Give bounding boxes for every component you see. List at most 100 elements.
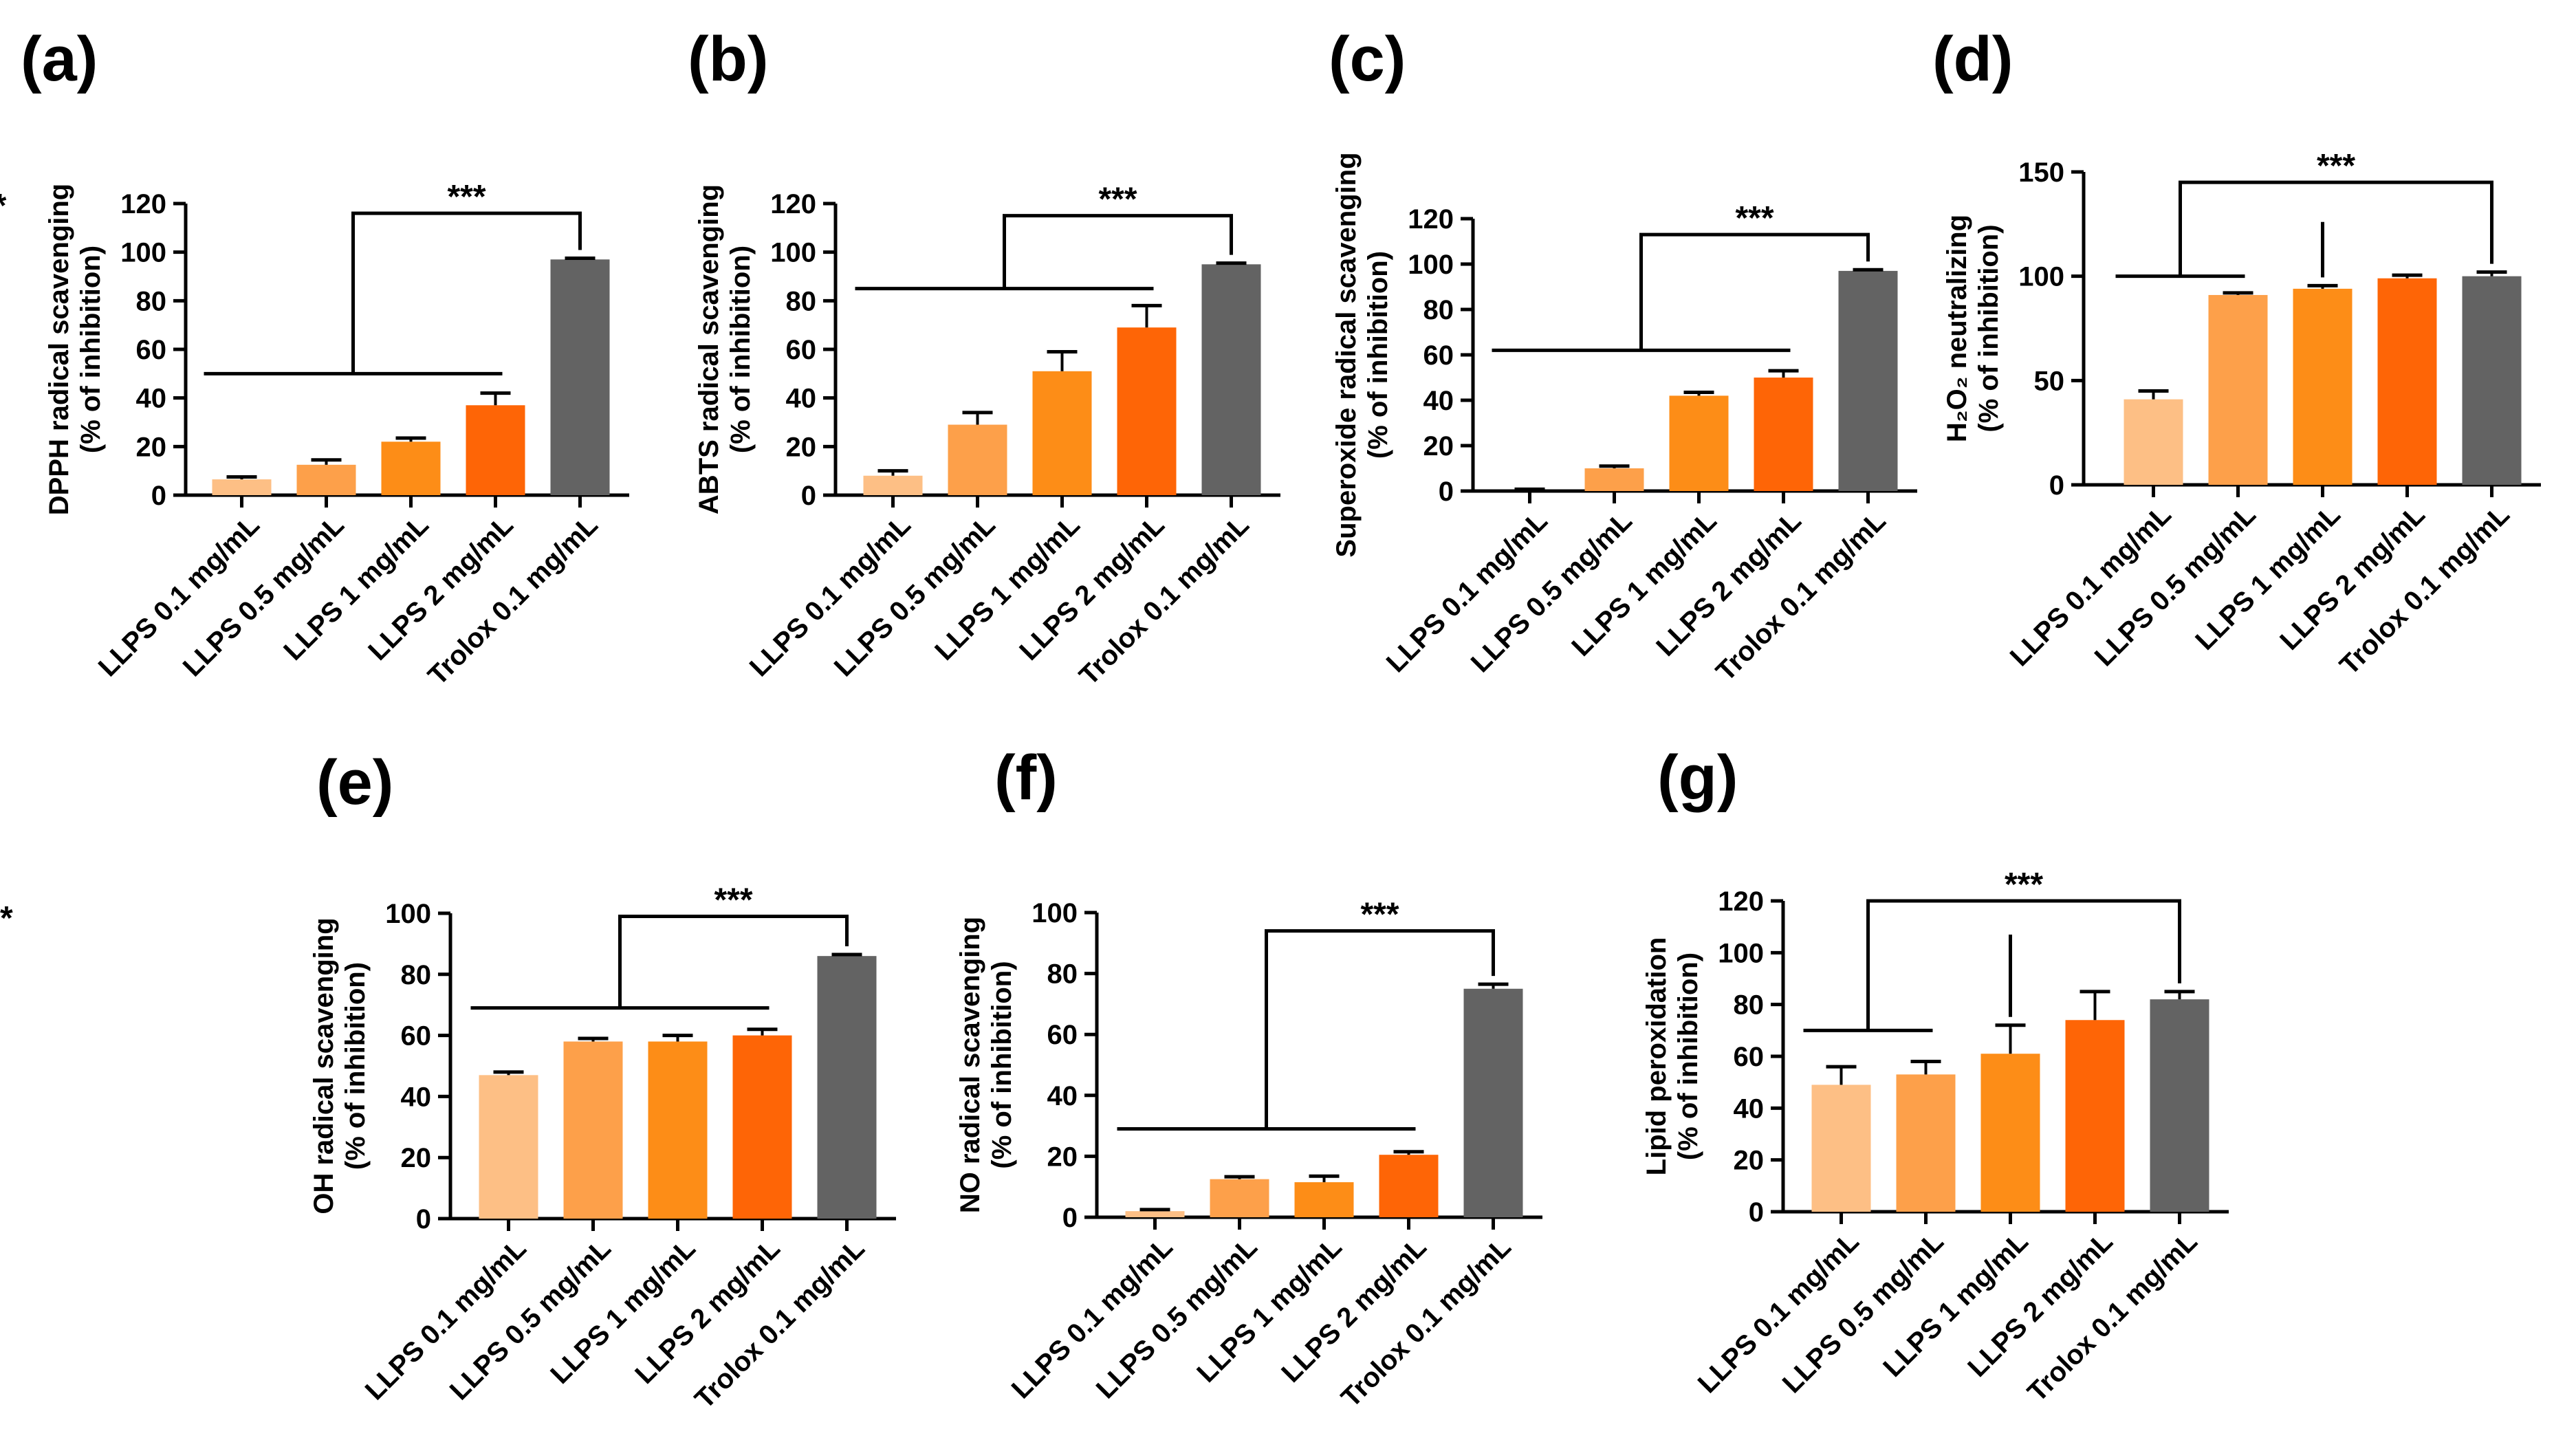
bar-e-3 (732, 1035, 792, 1219)
bar-e-2 (648, 1041, 708, 1219)
y-tick-label-g-2: 40 (1734, 1093, 1765, 1124)
y-tick-label-c-5: 100 (1408, 250, 1454, 280)
y-tick-label-e-1: 20 (401, 1143, 432, 1173)
y-axis-title-line2-e: (% of inhibition) (340, 962, 371, 1170)
y-tick-label-g-6: 120 (1718, 886, 1764, 917)
bar-d-2 (2293, 288, 2353, 485)
category-label-e-3: LLPS 2 mg/mL (629, 1233, 786, 1390)
y-tick-label-f-4: 80 (1047, 959, 1078, 990)
y-tick-label-b-1: 20 (786, 432, 817, 462)
y-tick-label-e-5: 100 (385, 899, 431, 929)
bar-d-3 (2377, 278, 2437, 485)
y-tick-label-e-0: 0 (416, 1204, 431, 1234)
category-label-d-1: LLPS 0.5 mg/mL (2089, 499, 2262, 672)
bar-b-4 (1201, 264, 1261, 495)
y-tick-label-e-3: 60 (401, 1021, 432, 1052)
panel-label-b: (b) (688, 24, 769, 94)
category-label-f-3: LLPS 2 mg/mL (1276, 1232, 1432, 1388)
y-axis-title-line1-c: Superoxide radical scavenging (1331, 152, 1362, 557)
category-label-g-0: LLPS 0.1 mg/mL (1692, 1226, 1865, 1399)
sig-label-d-1: * (0, 188, 7, 224)
bar-d-0 (2124, 399, 2183, 485)
y-tick-label-g-0: 0 (1749, 1197, 1764, 1228)
y-tick-label-e-2: 40 (401, 1082, 432, 1112)
y-axis-title-f: NO radical scavenging(% of inhibition) (955, 917, 1017, 1213)
y-tick-label-c-0: 0 (1439, 477, 1454, 507)
category-label-e-1: LLPS 0.5 mg/mL (444, 1233, 617, 1406)
y-axis-title-line1-e: OH radical scavenging (309, 917, 339, 1214)
y-axis-title-b: ABTS radical scavenging(% of inhibition) (694, 184, 756, 514)
bar-b-1 (948, 424, 1007, 495)
bar-f-4 (1463, 988, 1523, 1217)
bar-c-3 (1754, 378, 1813, 491)
bar-f-0 (1125, 1211, 1185, 1217)
bar-a-0 (212, 479, 272, 495)
bar-e-1 (563, 1041, 623, 1219)
y-tick-label-d-2: 100 (2018, 262, 2064, 292)
bar-f-3 (1379, 1155, 1439, 1217)
bar-a-3 (466, 405, 525, 495)
bar-e-0 (479, 1075, 538, 1219)
sig-bracket-f-0 (1265, 929, 1495, 1129)
bar-g-3 (2065, 1020, 2125, 1212)
sig-label-d-0: *** (2317, 148, 2355, 184)
y-axis-title-line1-a: DPPH radical scavenging (44, 184, 74, 515)
category-label-a-0: LLPS 0.1 mg/mL (93, 510, 265, 682)
bar-e-4 (817, 956, 877, 1219)
category-label-c-2: LLPS 1 mg/mL (1566, 505, 1723, 662)
y-tick-label-a-4: 80 (136, 286, 167, 316)
category-label-g-1: LLPS 0.5 mg/mL (1777, 1226, 1950, 1399)
category-label-b-2: LLPS 1 mg/mL (929, 510, 1086, 666)
panel-label-f: (f) (994, 743, 1058, 813)
bar-c-1 (1584, 468, 1644, 491)
panel-label-a: (a) (21, 24, 98, 94)
bar-a-4 (550, 259, 610, 495)
panel-label-e: (e) (316, 748, 394, 818)
y-tick-label-b-3: 60 (786, 335, 817, 365)
y-tick-label-e-4: 80 (401, 960, 432, 990)
category-label-a-3: LLPS 2 mg/mL (362, 510, 519, 666)
category-label-c-0: LLPS 0.1 mg/mL (1381, 505, 1553, 678)
y-axis-title-line1-d: H₂O₂ neutralizing (1942, 215, 1972, 442)
panel-label-g: (g) (1657, 743, 1738, 813)
y-tick-label-a-1: 20 (136, 432, 167, 462)
sig-label-g-1: ** (0, 900, 13, 937)
sig-bracket-e-0 (618, 914, 849, 1008)
y-tick-label-c-6: 120 (1408, 204, 1454, 235)
y-tick-label-f-5: 100 (1032, 898, 1078, 928)
sig-label-a-0: *** (447, 179, 485, 215)
bar-a-2 (381, 442, 441, 495)
y-axis-title-a: DPPH radical scavenging(% of inhibition) (44, 184, 106, 515)
y-tick-label-f-0: 0 (1062, 1203, 1078, 1233)
y-axis-title-e: OH radical scavenging(% of inhibition) (309, 917, 371, 1214)
bar-g-4 (2150, 999, 2209, 1212)
category-label-d-2: LLPS 1 mg/mL (2190, 499, 2346, 656)
y-tick-label-b-4: 80 (786, 286, 817, 316)
y-tick-label-g-3: 60 (1734, 1042, 1765, 1072)
y-tick-label-b-2: 40 (786, 384, 817, 414)
y-tick-label-c-4: 80 (1423, 295, 1454, 325)
bar-g-1 (1896, 1074, 1956, 1212)
sig-bracket-b-0 (1003, 214, 1233, 289)
y-tick-label-d-3: 150 (2018, 157, 2064, 188)
category-label-e-0: LLPS 0.1 mg/mL (360, 1233, 532, 1406)
y-tick-label-b-0: 0 (801, 481, 816, 511)
y-tick-label-a-3: 60 (136, 335, 167, 365)
y-axis-title-line2-d: (% of inhibition) (1974, 224, 2004, 432)
y-tick-label-g-5: 100 (1718, 938, 1764, 968)
category-label-c-1: LLPS 0.5 mg/mL (1465, 505, 1638, 678)
y-axis-title-line2-f: (% of inhibition) (987, 961, 1017, 1168)
bar-b-0 (863, 475, 923, 495)
sig-bracket-d-0 (2179, 180, 2493, 276)
category-label-b-1: LLPS 0.5 mg/mL (829, 510, 1001, 682)
panel-label-c: (c) (1329, 24, 1406, 94)
category-label-e-2: LLPS 1 mg/mL (545, 1233, 701, 1390)
sig-label-e-0: *** (714, 882, 752, 918)
bar-b-3 (1117, 327, 1177, 495)
sig-label-b-0: *** (1098, 182, 1137, 218)
category-label-a-1: LLPS 0.5 mg/mL (177, 510, 350, 682)
y-tick-label-d-0: 0 (2049, 470, 2064, 501)
y-axis-title-c: Superoxide radical scavenging(% of inhib… (1331, 152, 1393, 557)
y-tick-label-c-3: 60 (1423, 340, 1454, 371)
